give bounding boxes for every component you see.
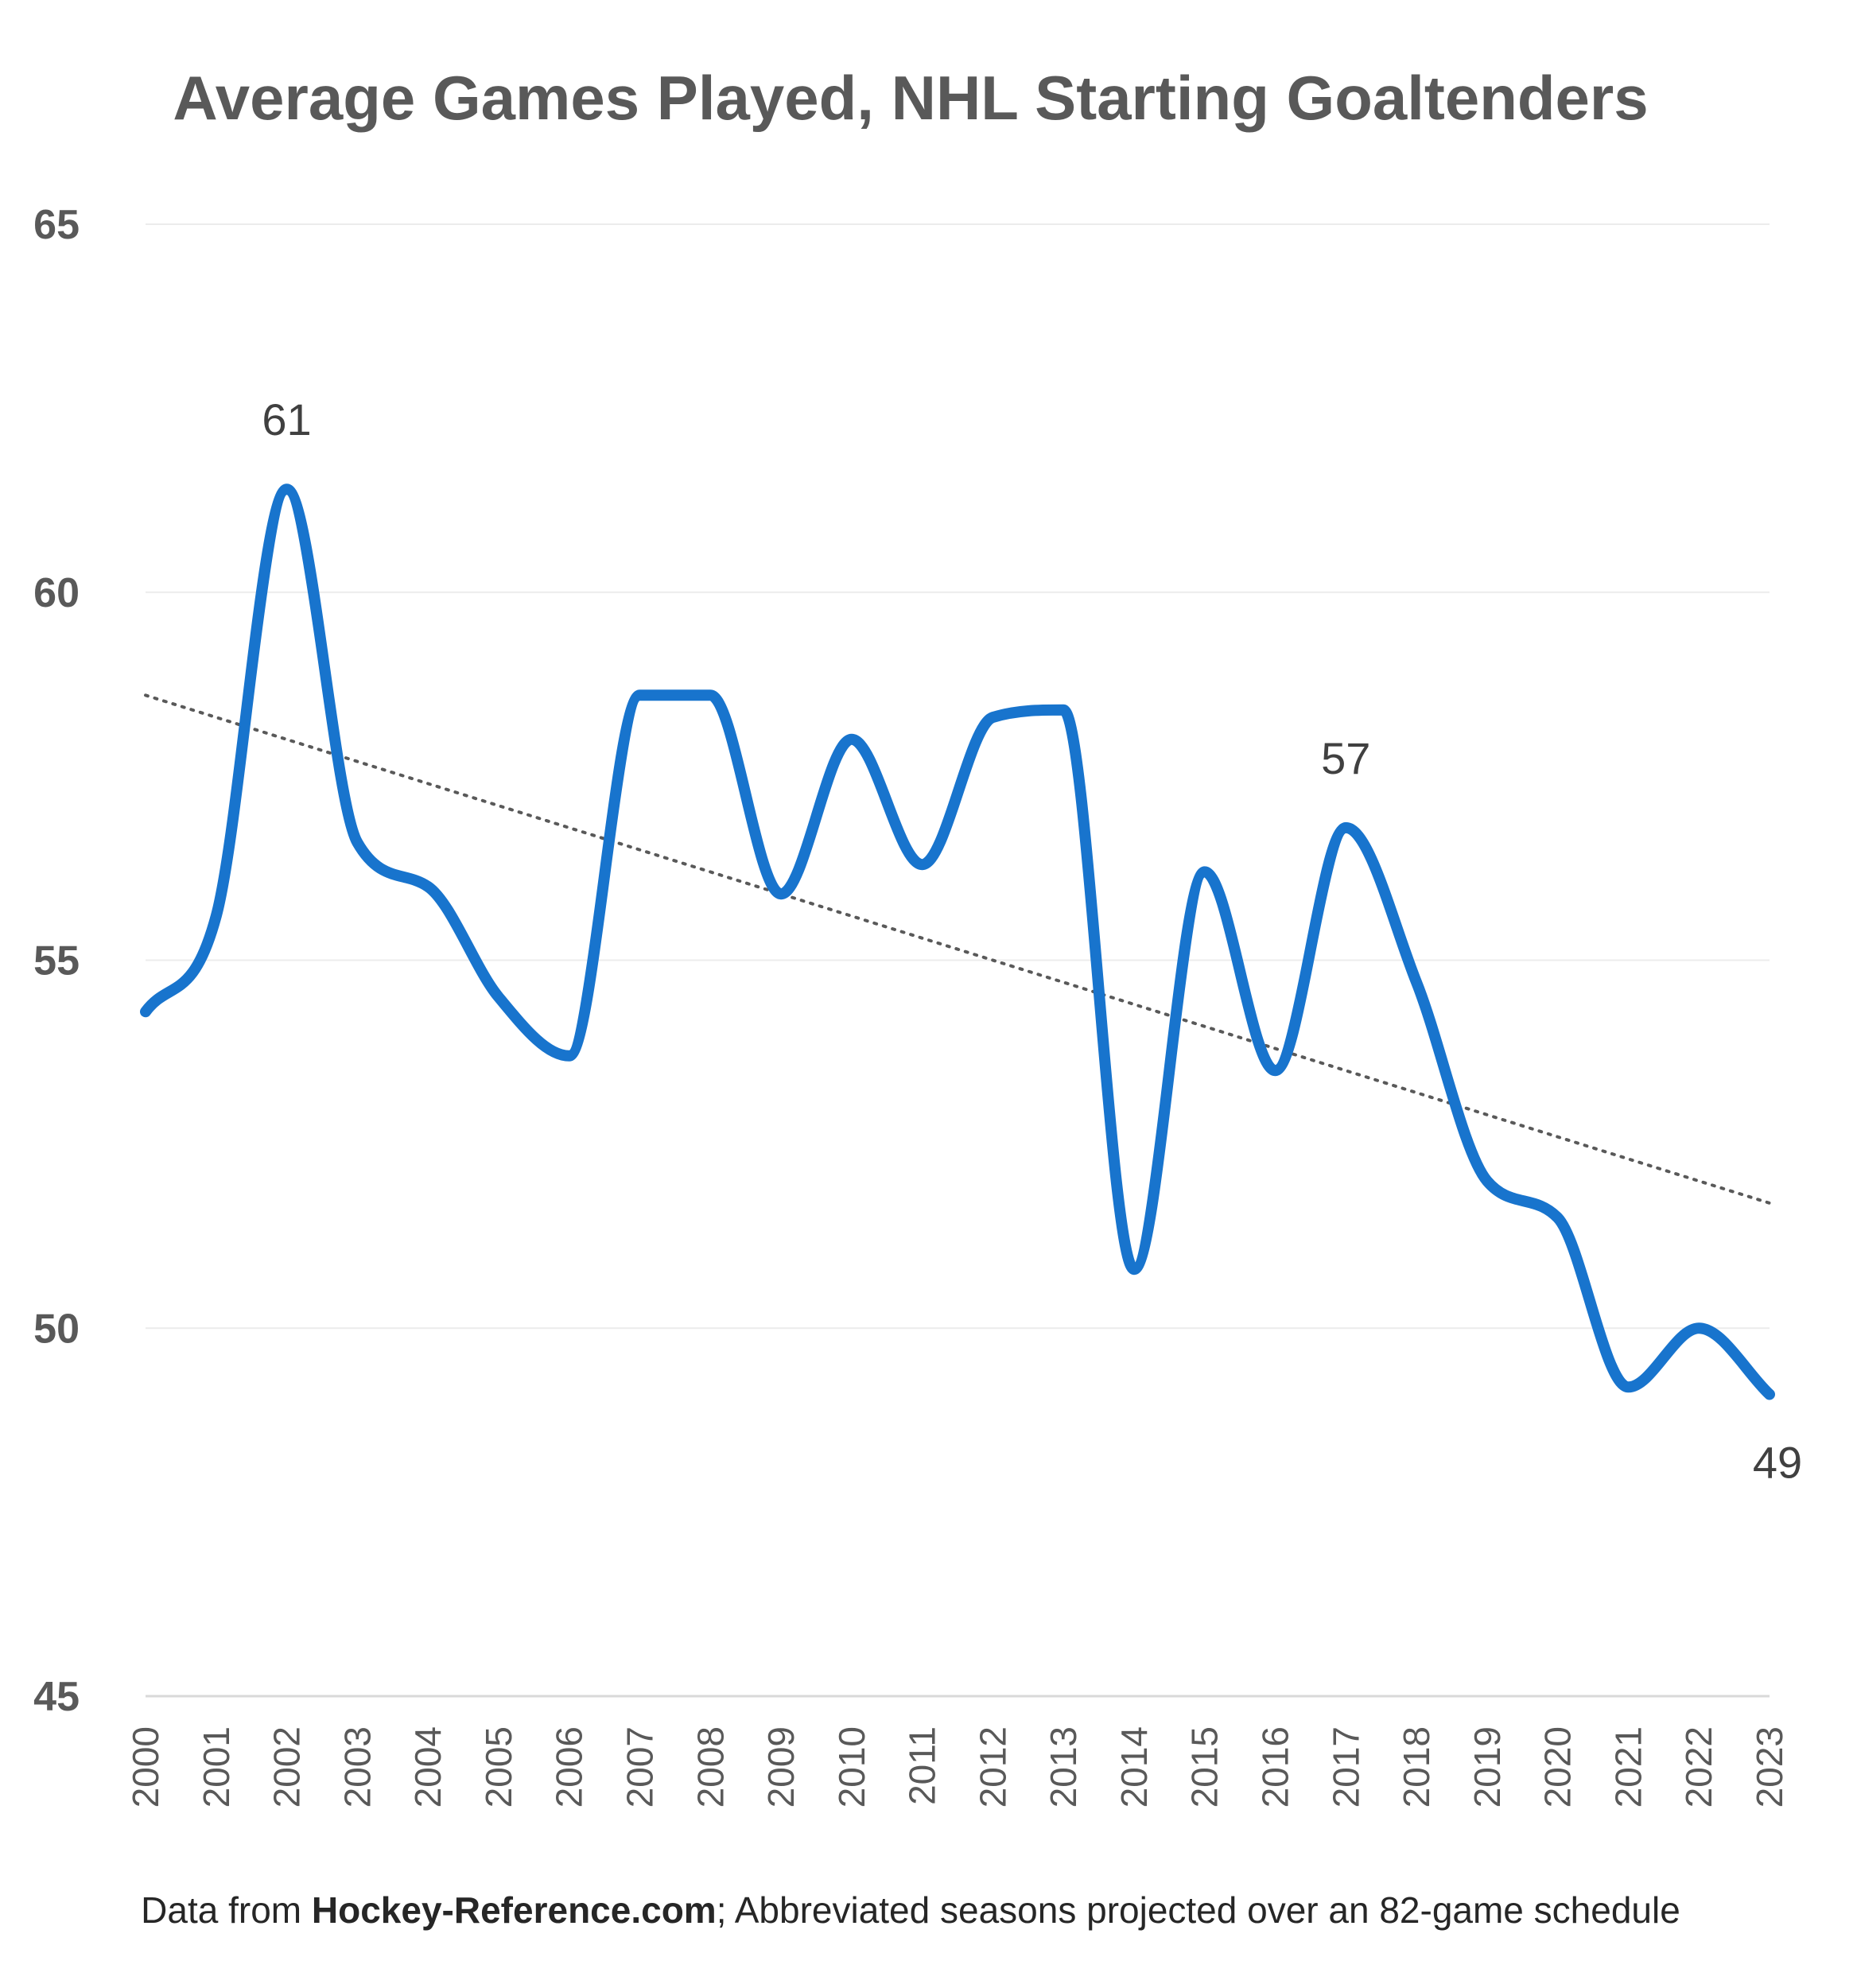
x-tick-label: 2000 bbox=[125, 1726, 166, 1807]
x-tick-label: 2021 bbox=[1607, 1726, 1649, 1807]
x-tick-label: 2006 bbox=[549, 1726, 590, 1807]
x-tick-label: 2016 bbox=[1255, 1726, 1296, 1807]
data-label: 49 bbox=[1753, 1438, 1802, 1488]
x-tick-label: 2002 bbox=[266, 1726, 308, 1807]
y-tick-label: 50 bbox=[33, 1306, 80, 1352]
series-line bbox=[140, 483, 1775, 1400]
x-tick-label: 2020 bbox=[1537, 1726, 1579, 1807]
x-tick-label: 2008 bbox=[690, 1726, 731, 1807]
x-tick-label: 2017 bbox=[1325, 1726, 1366, 1807]
y-tick-label: 65 bbox=[33, 202, 80, 248]
x-tick-label: 2014 bbox=[1113, 1726, 1155, 1807]
x-tick-label: 2007 bbox=[619, 1726, 660, 1807]
x-tick-label: 2011 bbox=[902, 1726, 943, 1805]
x-tick-label: 2019 bbox=[1467, 1726, 1508, 1807]
footnote-source: Hockey-Reference.com bbox=[312, 1889, 717, 1931]
source-footnote: Data from Hockey-Reference.com; Abbrevia… bbox=[141, 1889, 1680, 1931]
y-tick-label: 60 bbox=[33, 570, 80, 616]
y-axis-ticks: 45 50 55 60 65 bbox=[33, 202, 80, 1720]
footnote-prefix: Data from bbox=[141, 1889, 312, 1931]
x-tick-label: 2022 bbox=[1678, 1726, 1719, 1807]
y-tick-label: 45 bbox=[33, 1674, 80, 1720]
x-tick-label: 2018 bbox=[1396, 1726, 1437, 1807]
data-label: 61 bbox=[262, 394, 311, 445]
x-tick-label: 2013 bbox=[1043, 1726, 1084, 1807]
x-tick-label: 2023 bbox=[1749, 1726, 1790, 1807]
data-label: 57 bbox=[1321, 733, 1370, 783]
x-tick-label: 2010 bbox=[831, 1726, 872, 1807]
y-tick-label: 55 bbox=[33, 938, 80, 984]
data-labels: 61 57 49 bbox=[262, 394, 1802, 1487]
gridlines bbox=[146, 223, 1770, 1698]
x-axis-ticks: 2000 2001 2002 2003 2004 2005 2006 2007 2008 2009… bbox=[125, 1726, 1790, 1807]
footnote-suffix: ; Abbreviated seasons projected over an … bbox=[717, 1889, 1680, 1931]
x-tick-label: 2005 bbox=[478, 1726, 519, 1807]
trendline-group bbox=[144, 693, 1771, 1205]
x-tick-label: 2001 bbox=[196, 1726, 237, 1807]
trendline bbox=[144, 693, 1771, 1205]
x-tick-label: 2004 bbox=[407, 1726, 449, 1807]
series-group bbox=[140, 483, 1775, 1400]
x-tick-label: 2003 bbox=[336, 1726, 378, 1807]
chart-title: Average Games Played, NHL Starting Goalt… bbox=[173, 63, 1648, 133]
x-tick-label: 2015 bbox=[1184, 1726, 1226, 1807]
x-tick-label: 2009 bbox=[760, 1726, 802, 1807]
x-tick-label: 2012 bbox=[972, 1726, 1013, 1807]
